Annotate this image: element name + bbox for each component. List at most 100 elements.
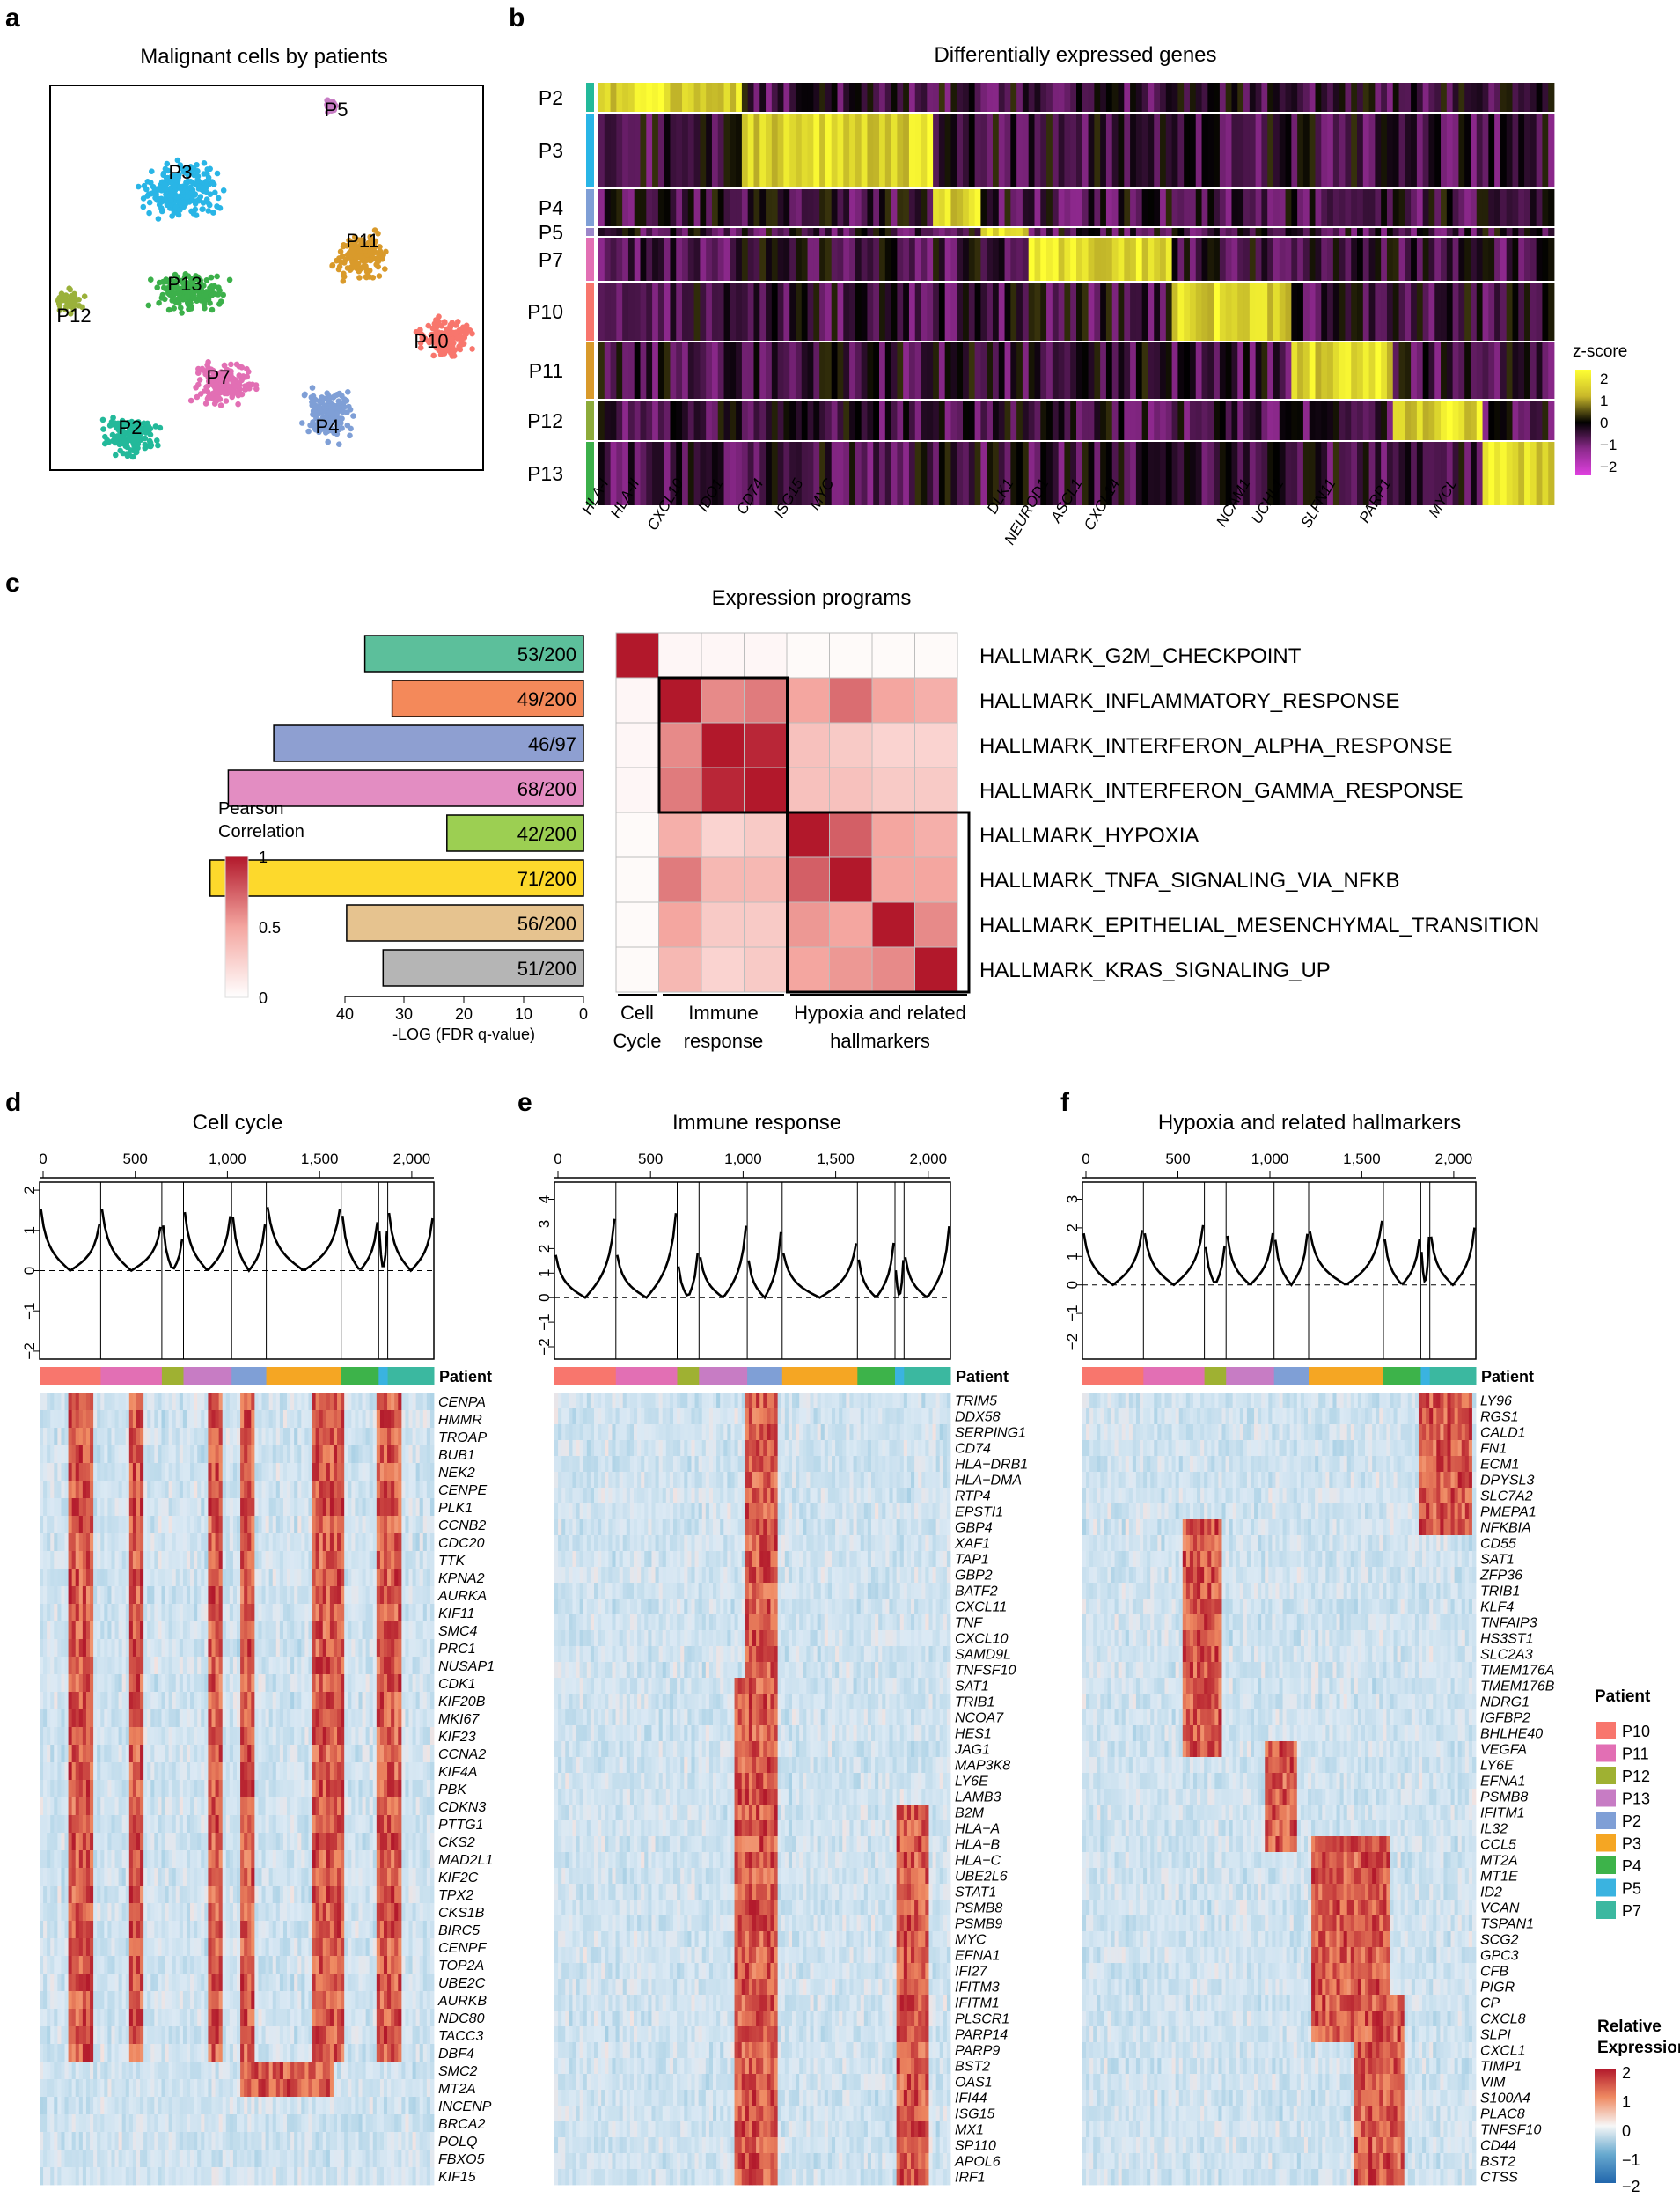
expr-cell xyxy=(323,1428,326,1445)
heat-cell xyxy=(915,83,921,112)
heat-cell xyxy=(783,238,789,281)
umap-point xyxy=(240,373,246,379)
expr-cell xyxy=(308,1445,312,1463)
heat-cell xyxy=(1428,283,1434,341)
heat-cell xyxy=(1226,189,1232,226)
heat-cell xyxy=(1512,238,1518,281)
umap-point xyxy=(309,394,315,401)
expr-cell xyxy=(233,1393,237,1410)
expr-cell xyxy=(79,1410,83,1428)
heat-cell xyxy=(652,442,658,505)
heat-cell xyxy=(700,83,706,112)
heat-cell xyxy=(1106,114,1112,187)
heat-cell xyxy=(802,114,808,187)
expr-cell xyxy=(133,1428,136,1445)
heat-cell xyxy=(969,189,975,226)
expr-cell xyxy=(104,1428,107,1445)
heat-cell xyxy=(1100,83,1106,112)
heat-cell xyxy=(1434,83,1441,112)
heat-cell xyxy=(1119,228,1125,236)
expr-cell xyxy=(363,1445,366,1463)
patient-bar xyxy=(378,1367,388,1385)
expr-cell xyxy=(183,1481,187,1498)
expr-cell xyxy=(165,1463,169,1481)
heat-cell xyxy=(1351,283,1357,341)
expr-cell xyxy=(290,1410,294,1428)
row-color-bar xyxy=(586,189,594,226)
heat-cell xyxy=(873,342,879,399)
heat-cell xyxy=(1494,83,1500,112)
expr-cell xyxy=(244,1463,247,1481)
heat-cell xyxy=(1405,238,1411,281)
umap-point xyxy=(218,298,224,305)
heat-cell xyxy=(1166,228,1172,236)
expr-cell xyxy=(133,1393,136,1410)
expr-cell xyxy=(190,1481,194,1498)
expr-cell xyxy=(384,1463,387,1481)
expr-cell xyxy=(119,1428,122,1445)
heat-cell xyxy=(999,83,1005,112)
expr-cell xyxy=(208,1393,211,1410)
corr-cell xyxy=(830,812,873,857)
heat-cell xyxy=(980,342,987,399)
corr-cell xyxy=(745,857,788,902)
heat-cell xyxy=(1040,283,1046,341)
heat-cell xyxy=(700,189,706,226)
expr-cell xyxy=(355,1393,358,1410)
heat-cell xyxy=(1226,283,1232,341)
umap-point xyxy=(205,389,211,395)
score-curve xyxy=(268,1207,340,1269)
heat-cell xyxy=(598,114,605,187)
heat-cell xyxy=(1399,238,1405,281)
expr-cell xyxy=(337,1463,341,1481)
expr-cell xyxy=(358,1410,362,1428)
heat-cell xyxy=(909,228,915,236)
heat-cell xyxy=(832,238,838,281)
expr-cell xyxy=(254,1481,258,1498)
heat-cell xyxy=(1488,83,1494,112)
heat-cell xyxy=(700,114,706,187)
expr-cell xyxy=(43,1463,47,1481)
heat-cell xyxy=(682,442,688,505)
umap-point xyxy=(460,325,466,331)
heat-cell xyxy=(1064,238,1070,281)
heat-cell xyxy=(1184,238,1190,281)
panel-a: a Malignant cells by patients P5P3P11P13… xyxy=(5,4,483,470)
heat-cell xyxy=(1447,238,1453,281)
heat-cell xyxy=(635,189,641,226)
expr-cell xyxy=(161,1481,165,1498)
heat-cell xyxy=(783,114,789,187)
heat-cell xyxy=(1286,114,1292,187)
score-curve xyxy=(379,1231,387,1267)
expr-cell xyxy=(158,1481,161,1498)
expr-cell xyxy=(308,1463,312,1481)
heat-cell xyxy=(1070,283,1076,341)
expr-cell xyxy=(247,1463,251,1481)
heat-cell xyxy=(676,189,682,226)
heat-cell xyxy=(1500,401,1507,440)
heat-cell xyxy=(1291,442,1297,505)
score-curve xyxy=(389,1213,432,1271)
expr-cell xyxy=(430,1428,434,1445)
heat-cell xyxy=(1297,238,1303,281)
patient-bar xyxy=(100,1367,162,1385)
heat-cell xyxy=(688,238,694,281)
heat-cell xyxy=(724,442,730,505)
expr-cell xyxy=(69,1463,72,1481)
expr-cell xyxy=(165,1393,169,1410)
heat-cell xyxy=(950,283,957,341)
heat-cell xyxy=(849,342,855,399)
heat-cell xyxy=(1530,283,1537,341)
heat-cell xyxy=(813,228,819,236)
heat-cell xyxy=(1106,342,1112,399)
heat-cell xyxy=(736,342,742,399)
expr-cell xyxy=(190,1463,194,1481)
expr-cell xyxy=(423,1410,427,1428)
heat-cell xyxy=(862,442,868,505)
heat-cell xyxy=(1100,189,1106,226)
heat-cell xyxy=(1226,83,1232,112)
expr-cell xyxy=(304,1481,308,1498)
expr-cell xyxy=(69,1393,72,1410)
expr-cell xyxy=(384,1445,387,1463)
expr-cell xyxy=(86,1393,90,1410)
